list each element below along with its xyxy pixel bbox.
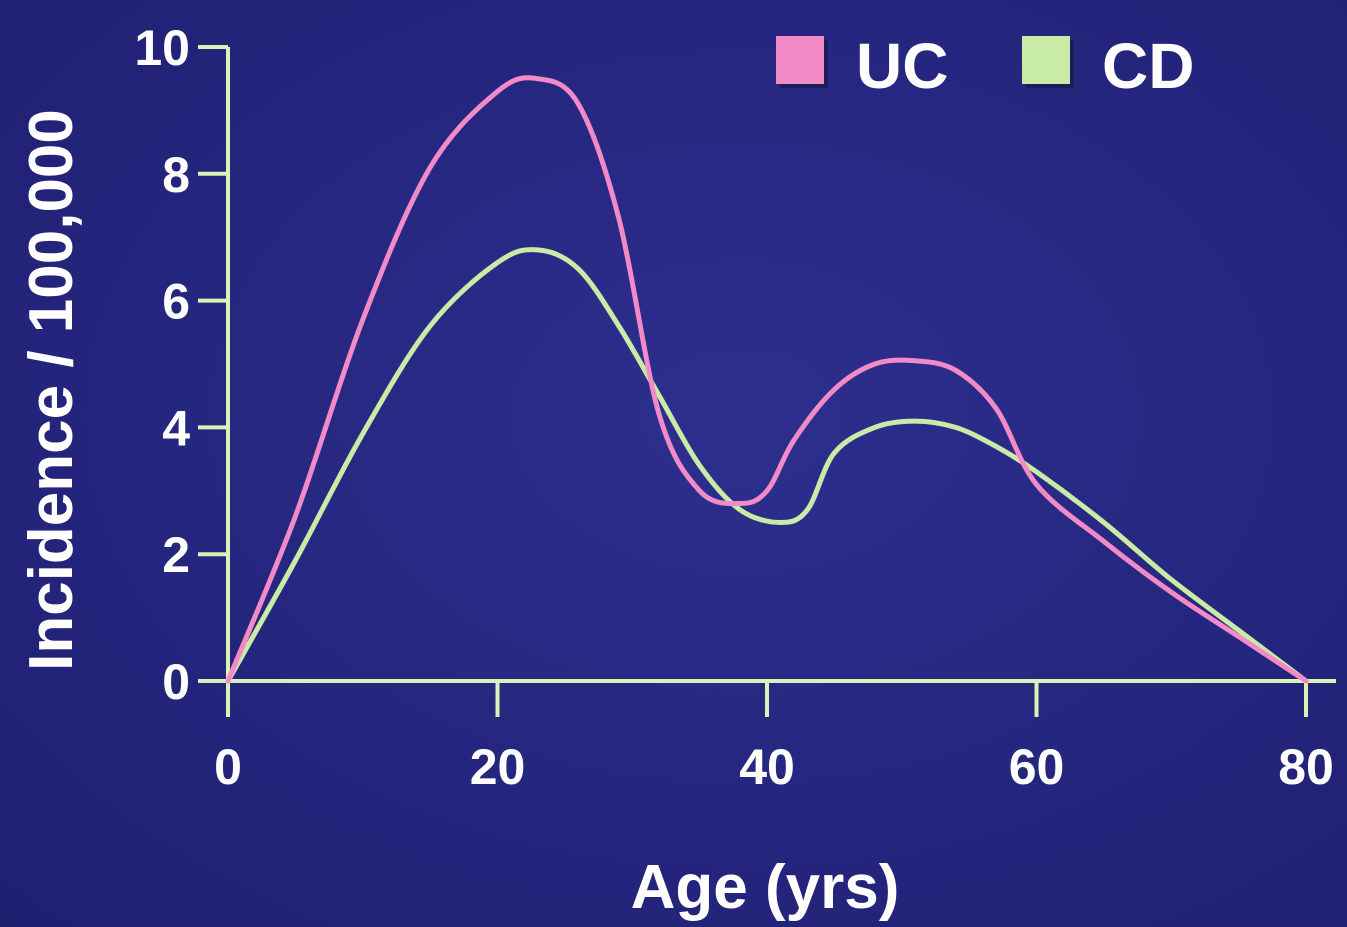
y-tick-label: 0	[162, 654, 190, 710]
series-lines	[225, 75, 1309, 684]
legend-label-uc: UC	[856, 30, 948, 102]
y-tick-label: 8	[162, 147, 190, 203]
series-line-uc	[225, 75, 1309, 684]
y-tick-label: 10	[134, 20, 190, 76]
series-line-cd	[225, 247, 1309, 684]
legend-label-cd: CD	[1102, 30, 1194, 102]
y-tick-label: 6	[162, 274, 190, 330]
x-axis-title: Age (yrs)	[631, 853, 900, 922]
x-tick-label: 20	[470, 739, 526, 795]
x-tick-label: 40	[739, 739, 795, 795]
x-tick-label: 80	[1278, 739, 1334, 795]
y-tick-label: 2	[162, 527, 190, 583]
ticks: 0 20 40 60 80 0 2 4 6 8 10	[134, 20, 1333, 795]
x-tick-label: 60	[1009, 739, 1065, 795]
x-tick-label: 0	[214, 739, 242, 795]
legend-swatch-cd	[1022, 36, 1070, 84]
axis-titles: Age (yrs) Incidence / 100,000	[17, 109, 899, 922]
y-tick-label: 4	[162, 400, 190, 456]
legend: UC CD	[776, 30, 1194, 102]
y-axis-title: Incidence / 100,000	[17, 109, 86, 671]
legend-swatch-uc	[776, 36, 824, 84]
